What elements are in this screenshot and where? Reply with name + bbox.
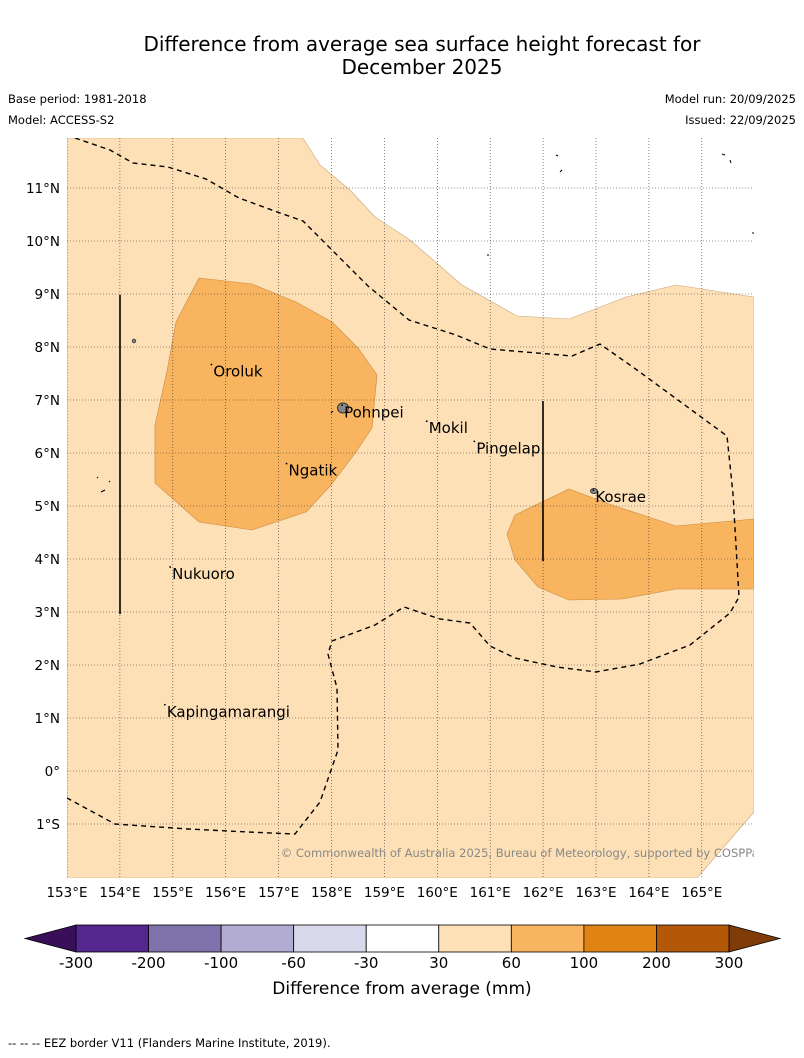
latitude-axis: 11°N 10°N 9°N 8°N 7°N 6°N 5°N 4°N 3°N 2°N 1°N 0° 1°S: [26, 181, 60, 833]
longitude-tick-label: 160°E: [417, 885, 458, 901]
latitude-tick-label: 1°S: [36, 817, 60, 833]
latitude-tick-label: 6°N: [35, 446, 60, 462]
atoll-icon: [96, 476, 111, 493]
map-figure: Oroluk Pohnpei Mokil Pingelap Ngatik Kosrae Nu…: [23, 138, 782, 972]
latitude-tick-label: 1°N: [35, 711, 60, 727]
longitude-axis: 153°E 154°E 155°E 156°E 157°E 158°E 159°E 160°E…: [46, 885, 722, 901]
model-label: Model: ACCESS-S2: [8, 113, 115, 127]
colorbar-tick-label: 100: [570, 954, 599, 972]
anomaly-band-30-60: [67, 138, 754, 878]
colorbar-tick-label: -200: [132, 954, 166, 972]
place-label: Nukuoro: [172, 565, 235, 583]
copyright-text: © Commonwealth of Australia 2025, Bureau…: [281, 846, 765, 860]
place-labels: Oroluk Pohnpei Mokil Pingelap Ngatik Kosrae Nu…: [163, 362, 646, 721]
colorbar-segment: [365, 924, 440, 953]
place-label: Pohnpei: [344, 403, 404, 421]
model-run-label: Model run: 20/09/2025: [664, 92, 796, 106]
colorbar-segment: [293, 924, 367, 953]
latitude-tick-label: 8°N: [35, 340, 60, 356]
longitude-tick-label: 153°E: [46, 885, 87, 901]
island-icon: [131, 338, 137, 344]
latitude-tick-label: 11°N: [26, 181, 60, 197]
place-marker: [473, 440, 476, 443]
colorbar-tick-label: -30: [354, 954, 379, 972]
base-period-label: Base period: 1981-2018: [8, 92, 147, 106]
place-marker: [592, 489, 595, 491]
longitude-tick-label: 159°E: [364, 885, 405, 901]
colorbar-title: Difference from average (mm): [272, 979, 532, 999]
colorbar-tick-label: -300: [59, 954, 93, 972]
longitude-tick-label: 157°E: [258, 885, 299, 901]
place-label: Ngatik: [289, 462, 338, 480]
colorbar-extend-max: [728, 924, 782, 953]
latitude-tick-label: 9°N: [35, 287, 60, 303]
colorbar-segment: [75, 924, 149, 953]
colorbar-segment: [220, 924, 295, 953]
anomaly-band-60-100-west: [154, 277, 378, 531]
colorbar-segment: [510, 924, 585, 953]
place-label: Oroluk: [213, 362, 262, 380]
place-marker: [341, 404, 343, 407]
atoll-icon: [330, 153, 754, 414]
colorbar-tick-label: 60: [502, 954, 521, 972]
place-marker: [425, 420, 428, 423]
colorbar-segment: [656, 924, 730, 953]
map-area: Oroluk Pohnpei Mokil Pingelap Ngatik Kosrae Nu…: [67, 138, 765, 878]
colorbar-tick-label: 30: [429, 954, 448, 972]
chart-title-line1: Difference from average sea surface heig…: [143, 32, 701, 56]
place-marker: [285, 462, 288, 465]
eez-border: [67, 138, 740, 835]
colorbar-tick-label: -60: [281, 954, 306, 972]
colorbar-tick-label: 200: [642, 954, 671, 972]
place-label: Pingelap: [476, 439, 540, 457]
latitude-tick-label: 7°N: [35, 393, 60, 409]
pohnpei-island-icon: [337, 402, 349, 414]
place-marker: [163, 703, 166, 706]
latitude-tick-label: 5°N: [35, 499, 60, 515]
gridlines: [67, 138, 754, 878]
longitude-tick-label: 158°E: [311, 885, 352, 901]
colorbar-segment: [438, 924, 512, 953]
place-label: Mokil: [429, 419, 468, 437]
chart-title-line2: December 2025: [341, 55, 503, 79]
anomaly-band-60-100-east: [506, 488, 754, 601]
longitude-tick-label: 162°E: [523, 885, 564, 901]
latitude-tick-label: 10°N: [26, 234, 60, 250]
footer-note: -- -- -- EEZ border V11 (Flanders Marine…: [8, 1036, 331, 1050]
colorbar-tick-label: -100: [204, 954, 238, 972]
kosrae-island-icon: [590, 488, 598, 494]
issued-label: Issued: 22/09/2025: [685, 113, 796, 127]
longitude-tick-label: 161°E: [470, 885, 511, 901]
longitude-tick-label: 154°E: [99, 885, 140, 901]
longitude-tick-label: 155°E: [152, 885, 193, 901]
latitude-tick-label: 4°N: [35, 552, 60, 568]
chart-title: Difference from average sea surface heig…: [0, 33, 804, 79]
place-label: Kosrae: [595, 488, 646, 506]
longitude-tick-label: 163°E: [575, 885, 616, 901]
place-label: Kapingamarangi: [167, 703, 290, 721]
longitude-tick-label: 156°E: [205, 885, 246, 901]
colorbar-segment: [583, 924, 657, 953]
colorbar-extend-min: [23, 924, 77, 953]
latitude-tick-label: 0°: [45, 764, 60, 780]
longitude-tick-label: 164°E: [628, 885, 669, 901]
latitude-tick-label: 2°N: [35, 658, 60, 674]
colorbar: -300 -200 -100 -60 -30 30 60 100 200 300: [23, 924, 782, 972]
colorbar-segment: [148, 924, 222, 953]
latitude-tick-label: 3°N: [35, 605, 60, 621]
place-marker: [210, 363, 213, 366]
colorbar-tick-label: 300: [715, 954, 744, 972]
place-marker: [169, 566, 172, 568]
longitude-tick-label: 165°E: [681, 885, 722, 901]
